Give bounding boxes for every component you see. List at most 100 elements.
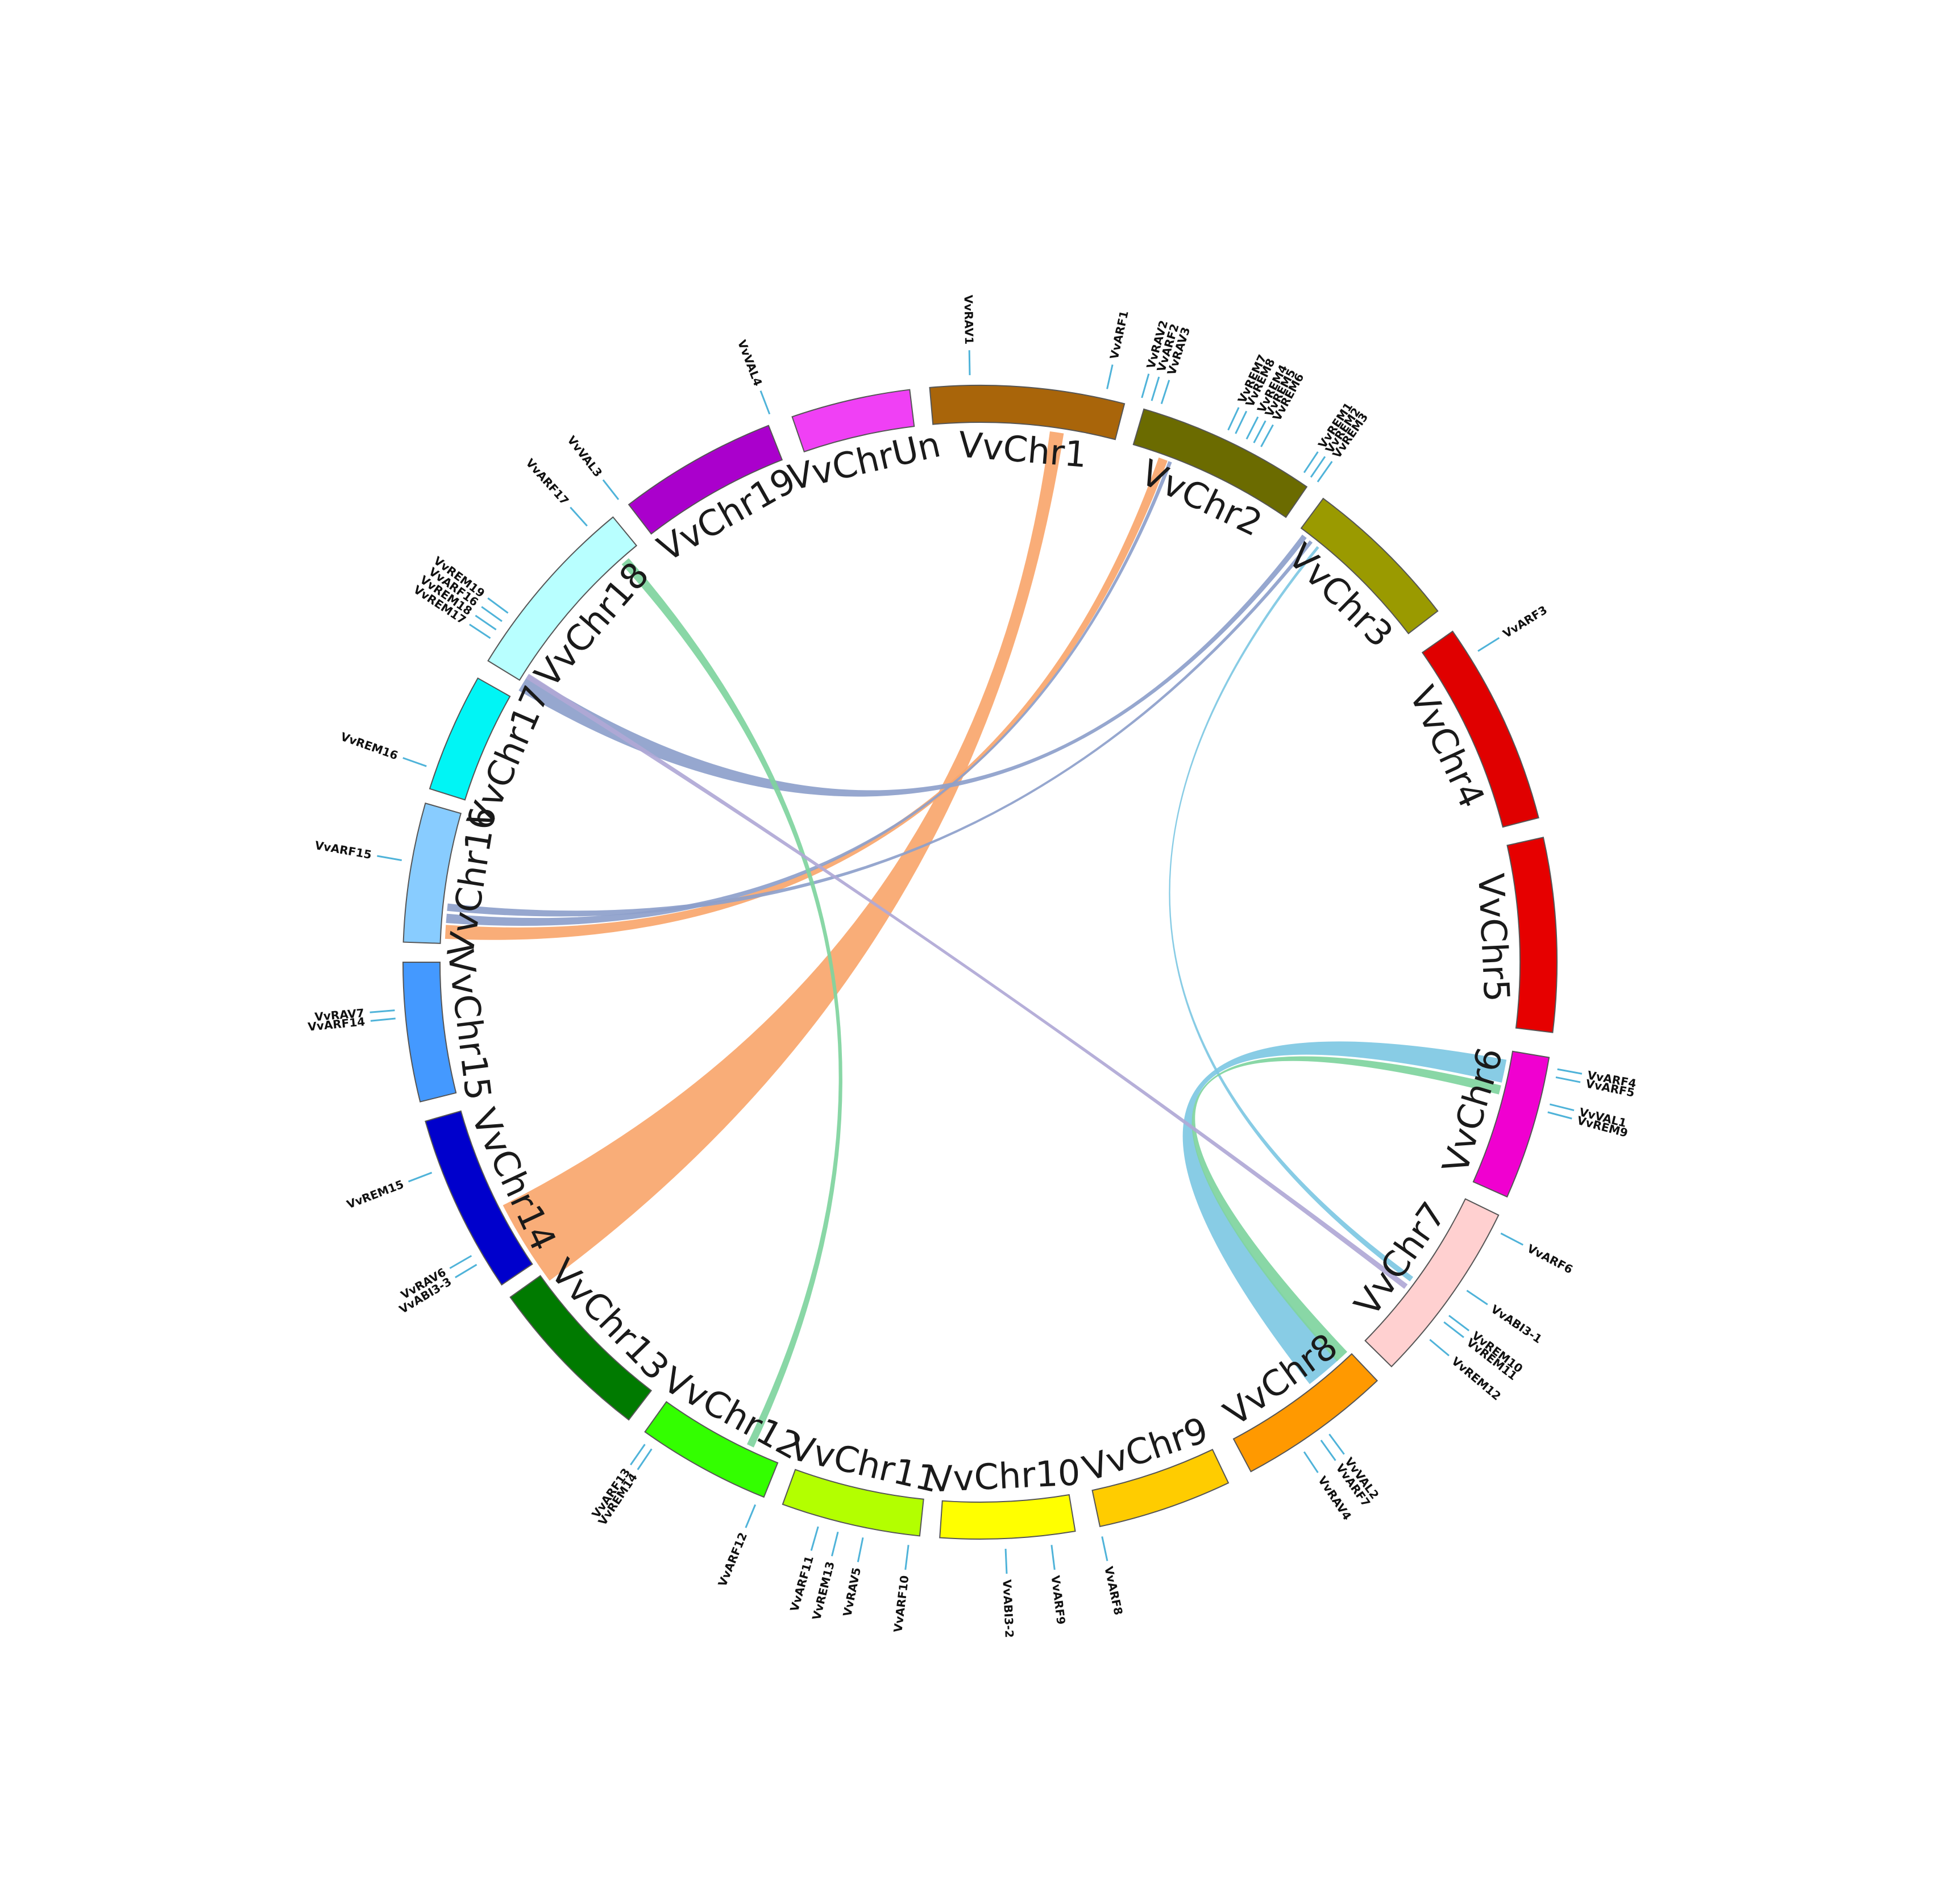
gene-ticks bbox=[369, 350, 1583, 1574]
synteny-link bbox=[503, 431, 1064, 1281]
chromosome-ring bbox=[402, 385, 1558, 1540]
gene-label-vvrem13: VvREM13 bbox=[809, 1560, 837, 1622]
chromosome-vvchr3 bbox=[1300, 497, 1439, 635]
chromosome-vvchr5 bbox=[1506, 837, 1558, 1033]
gene-tick bbox=[370, 1017, 396, 1022]
gene-tick bbox=[402, 757, 427, 767]
gene-tick bbox=[1547, 1111, 1572, 1120]
chromosome-vvchr16 bbox=[402, 802, 462, 944]
gene-tick bbox=[1303, 451, 1319, 473]
gene-tick bbox=[1557, 1068, 1583, 1075]
gene-label-vvarf10: VvARF10 bbox=[891, 1574, 911, 1633]
chromosome-vvchr7 bbox=[1364, 1198, 1500, 1367]
gene-label-vvrav5: VvRAV5 bbox=[840, 1566, 863, 1618]
gene-label-vvarf11: VvARF11 bbox=[787, 1554, 816, 1614]
gene-tick bbox=[968, 350, 971, 376]
gene-tick bbox=[1303, 1451, 1319, 1473]
gene-tick bbox=[1050, 1545, 1056, 1570]
gene-label-vvrem15: VvREM15 bbox=[345, 1177, 406, 1211]
gene-tick bbox=[1328, 1433, 1345, 1455]
gene-tick bbox=[1260, 424, 1274, 447]
chromosome-vvchr13 bbox=[509, 1275, 653, 1421]
gene-tick bbox=[1500, 1232, 1524, 1246]
gene-label-vvabi3-1: VvABI3-1 bbox=[1488, 1302, 1544, 1346]
gene-tick bbox=[904, 1545, 910, 1570]
gene-tick bbox=[481, 606, 503, 622]
gene-tick bbox=[1443, 1321, 1464, 1338]
gene-label-vvarf8: VvARF8 bbox=[1102, 1565, 1126, 1616]
gene-tick bbox=[469, 623, 491, 639]
gene-tick bbox=[1448, 1315, 1470, 1332]
gene-tick bbox=[1466, 1290, 1488, 1306]
synteny-link bbox=[1182, 1041, 1507, 1385]
chromosome-vvchr14 bbox=[425, 1110, 533, 1286]
gene-label-vvarf17: VvARF17 bbox=[523, 456, 571, 508]
gene-label-vvarf3: VvARF3 bbox=[1500, 603, 1549, 641]
gene-tick bbox=[1106, 364, 1114, 389]
gene-tick bbox=[1245, 416, 1259, 440]
gene-tick bbox=[1101, 1536, 1108, 1561]
chromosome-vvchr18 bbox=[487, 516, 638, 681]
chromosome-vvchrun bbox=[791, 389, 915, 453]
gene-tick bbox=[1227, 407, 1240, 431]
chromosome-vvchr19 bbox=[628, 425, 783, 535]
gene-tick bbox=[1141, 373, 1150, 398]
gene-labels: VvRAV1 VvARF1 VvRAV2VvARF2VvRAV3VvREM1VvRE… bbox=[307, 295, 1637, 1639]
gene-label-vvarf15: VvARF15 bbox=[314, 838, 373, 862]
gene-tick bbox=[449, 1255, 472, 1269]
gene-label-vvrem16: VvREM16 bbox=[339, 730, 400, 763]
gene-tick bbox=[759, 390, 771, 415]
gene-tick bbox=[1555, 1076, 1581, 1083]
gene-label-vvarf9: VvARF9 bbox=[1049, 1574, 1068, 1625]
gene-tick bbox=[369, 1009, 395, 1013]
chromosome-label-vvchr1: VvChr1 bbox=[957, 423, 1089, 476]
gene-tick bbox=[1235, 410, 1248, 434]
chromosome-vvchr11 bbox=[782, 1469, 924, 1537]
chromosome-vvchr15 bbox=[402, 962, 457, 1103]
gene-tick bbox=[1253, 420, 1266, 443]
gene-label-vvrav1: VvRAV1 bbox=[962, 295, 977, 345]
chromosome-vvchr4 bbox=[1421, 630, 1539, 828]
gene-tick bbox=[487, 597, 509, 614]
gene-tick bbox=[1429, 1338, 1450, 1357]
gene-tick bbox=[455, 1263, 477, 1278]
chromosome-vvchr6 bbox=[1472, 1050, 1550, 1198]
gene-tick bbox=[1004, 1548, 1008, 1574]
gene-tick bbox=[602, 479, 620, 500]
gene-label-vvarf1: VvARF1 bbox=[1107, 309, 1131, 360]
gene-tick bbox=[570, 506, 588, 527]
chromosome-vvchr17 bbox=[429, 677, 511, 801]
gene-tick bbox=[637, 1448, 653, 1470]
chromosome-vvchr8 bbox=[1232, 1353, 1378, 1473]
gene-label-vvabi3-2: VvABI3-2 bbox=[1000, 1579, 1016, 1638]
gene-tick bbox=[1317, 460, 1333, 483]
chromosome-vvchr12 bbox=[644, 1401, 779, 1498]
chromosome-vvchr9 bbox=[1091, 1449, 1230, 1528]
gene-label-vvarf6: VvARF6 bbox=[1525, 1241, 1575, 1276]
chromosome-label-vvchr5: VvChr5 bbox=[1470, 872, 1518, 1003]
gene-tick bbox=[1477, 637, 1500, 652]
gene-tick bbox=[1151, 376, 1160, 401]
synteny-link bbox=[1191, 1056, 1501, 1362]
chromosome-label-vvchr10: VvChr10 bbox=[928, 1452, 1081, 1500]
chromosome-vvchr2 bbox=[1132, 408, 1308, 518]
gene-tick bbox=[1310, 456, 1326, 478]
gene-tick bbox=[830, 1531, 839, 1557]
gene-tick bbox=[1549, 1103, 1575, 1112]
chromosome-vvchr1 bbox=[929, 385, 1126, 440]
gene-tick bbox=[475, 614, 497, 631]
gene-label-vvarf12: VvARF12 bbox=[715, 1531, 750, 1589]
gene-tick bbox=[810, 1526, 819, 1551]
gene-tick bbox=[408, 1171, 433, 1183]
gene-tick bbox=[1320, 1440, 1336, 1461]
chromosome-vvchr10 bbox=[939, 1494, 1076, 1540]
gene-tick bbox=[1160, 380, 1170, 405]
chromosome-labels: VvChr1VvChr2VvChr3VvChr4VvChr5VvChr6VvCh… bbox=[439, 423, 1518, 1500]
gene-tick bbox=[745, 1504, 757, 1528]
gene-tick bbox=[630, 1444, 646, 1466]
gene-tick bbox=[857, 1537, 864, 1562]
synteny-links bbox=[445, 431, 1507, 1448]
gene-label-vvval4: VvVAL4 bbox=[735, 338, 765, 388]
gene-tick bbox=[377, 855, 402, 862]
